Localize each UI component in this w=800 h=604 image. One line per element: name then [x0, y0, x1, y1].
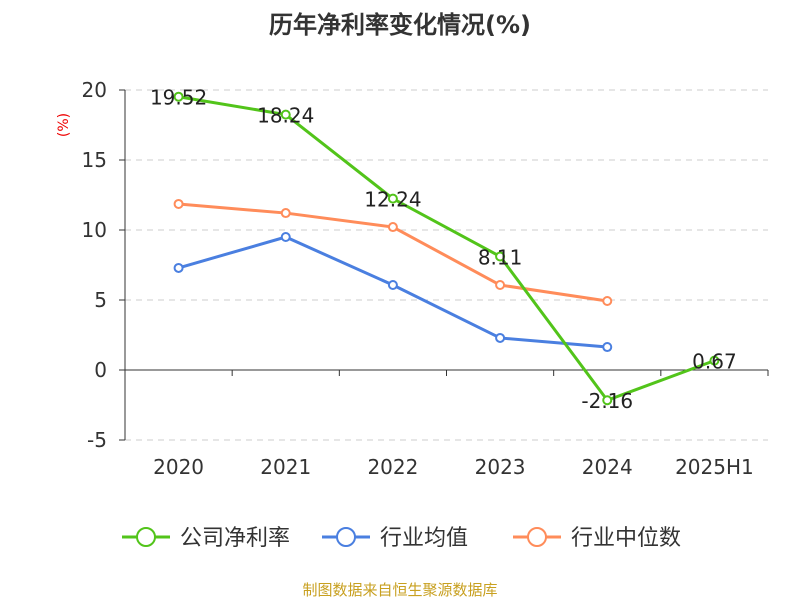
y-tick-label: 5 — [94, 288, 107, 312]
y-tick-label: 15 — [82, 148, 107, 172]
x-tick-label: 2022 — [367, 455, 418, 479]
x-tick-label: 2020 — [153, 455, 204, 479]
data-point — [173, 262, 184, 273]
x-tick-label: 2025H1 — [675, 455, 754, 479]
data-point — [280, 109, 291, 120]
legend-marker — [527, 527, 547, 547]
series-line-0 — [178, 95, 715, 403]
data-point — [280, 232, 291, 242]
y-tick-label: -5 — [87, 428, 107, 452]
x-tick-label: 2024 — [582, 455, 633, 479]
data-point — [709, 355, 720, 366]
data-label: 8.11 — [478, 245, 523, 269]
data-point — [602, 342, 613, 353]
y-tick-label: 20 — [82, 78, 107, 102]
x-tick-label: 2021 — [260, 455, 311, 479]
data-point — [280, 208, 291, 219]
y-tick-label: 10 — [82, 218, 107, 242]
x-tick-label: 2023 — [475, 455, 526, 479]
data-label: 0.67 — [692, 350, 737, 374]
data-label: -2.16 — [581, 389, 633, 413]
data-point — [602, 295, 613, 306]
legend-marker — [336, 527, 356, 547]
data-label: 18.24 — [257, 104, 314, 128]
data-point — [387, 193, 398, 204]
data-point — [173, 198, 184, 209]
data-point — [495, 332, 506, 343]
legend-marker — [136, 527, 156, 547]
data-point — [602, 395, 613, 406]
data-point — [173, 91, 184, 102]
legend-label: 行业中位数 — [571, 526, 681, 551]
data-point — [387, 222, 398, 233]
y-tick-label: 0 — [94, 358, 107, 382]
data-point — [495, 280, 506, 291]
legend-label: 公司净利率 — [180, 526, 290, 551]
chart-title: 历年净利率变化情况(%) — [269, 11, 531, 39]
data-label: 19.52 — [150, 86, 207, 110]
source-footer: 制图数据来自恒生聚源数据库 — [302, 581, 497, 599]
data-point — [495, 251, 506, 262]
y-axis-label: (%) — [56, 113, 72, 137]
data-point — [387, 280, 398, 291]
data-label: 12.24 — [364, 188, 421, 212]
legend-label: 行业均值 — [380, 526, 468, 551]
